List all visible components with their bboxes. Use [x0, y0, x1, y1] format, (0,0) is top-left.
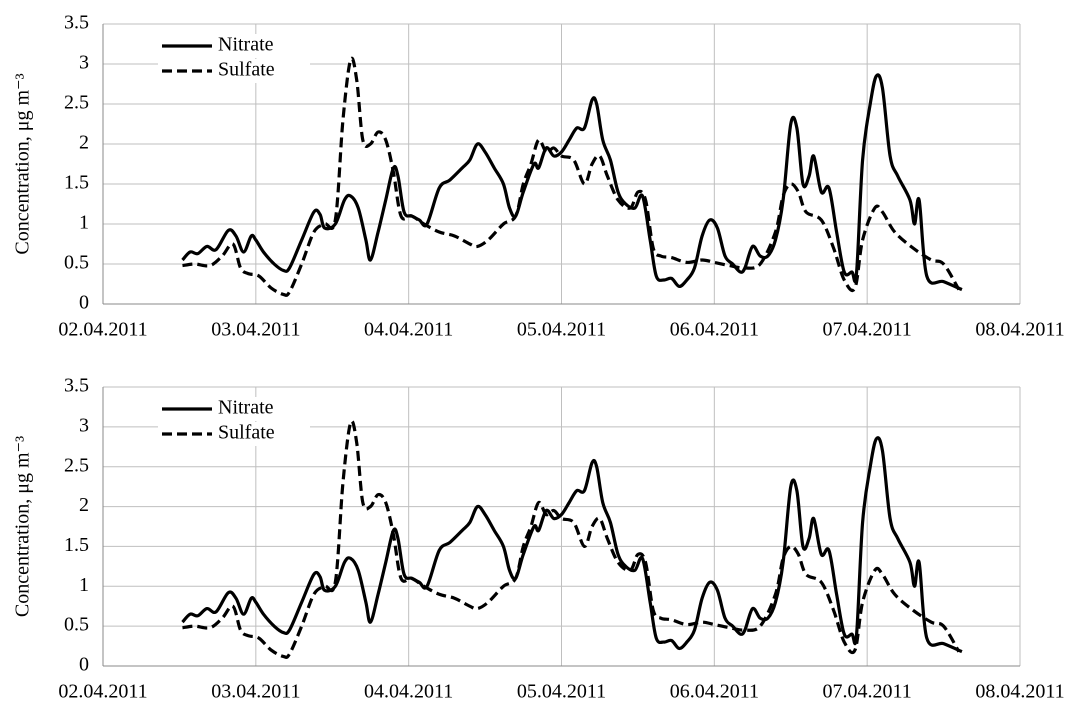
y-axis-label: Concentration, μg m⁻³ [12, 436, 34, 617]
data-line [181, 436, 963, 654]
panel: 0 0.5 1 1.5 2 2.5 3 3.5 02.04.2011 03.04.2011 04.0… [12, 12, 1065, 341]
x-tick-label: 08.04.2011 [975, 681, 1064, 703]
data-line [182, 56, 961, 297]
x-tick-label: 07.04.2011 [823, 681, 912, 703]
data-line [181, 73, 963, 292]
y-tick-label: 1.5 [64, 534, 89, 556]
x-tick-label: 03.04.2011 [211, 319, 300, 341]
y-tick-label: 2 [79, 494, 89, 516]
y-tick-label: 3 [79, 414, 89, 436]
y-tick-label: 2.5 [64, 454, 89, 476]
y-tick-label: 0 [79, 292, 89, 314]
y-tick-label: 2.5 [64, 92, 89, 114]
y-tick-label: 0.5 [64, 252, 89, 274]
x-tick-label: 04.04.2011 [364, 681, 453, 703]
y-tick-label: 1 [79, 212, 89, 234]
x-tick-label: 06.04.2011 [670, 319, 759, 341]
x-tick-label: 05.04.2011 [517, 319, 606, 341]
data-line [182, 419, 961, 659]
y-tick-label: 3 [79, 52, 89, 74]
x-tick-label: 02.04.2011 [58, 319, 147, 341]
x-tick-label: 02.04.2011 [58, 681, 147, 703]
y-tick-label: 0.5 [64, 614, 89, 636]
y-tick-label: 0 [79, 654, 89, 676]
y-tick-label: 3.5 [64, 12, 89, 34]
legend-label: Sulfate [218, 422, 275, 444]
y-tick-label: 1.5 [64, 172, 89, 194]
x-tick-label: 05.04.2011 [517, 681, 606, 703]
x-tick-label: 07.04.2011 [823, 319, 912, 341]
x-tick-label: 03.04.2011 [211, 681, 300, 703]
legend-label: Nitrate [218, 397, 274, 419]
y-tick-label: 1 [79, 574, 89, 596]
legend-label: Nitrate [218, 34, 274, 56]
x-tick-label: 06.04.2011 [670, 681, 759, 703]
panel: 0 0.5 1 1.5 2 2.5 3 3.5 02.04.2011 03.04.2011 04.0… [12, 375, 1065, 703]
x-tick-label: 04.04.2011 [364, 319, 453, 341]
y-axis-label: Concentration, μg m⁻³ [12, 73, 34, 254]
y-tick-label: 3.5 [64, 375, 89, 397]
legend-label: Sulfate [218, 59, 275, 81]
y-tick-label: 2 [79, 132, 89, 154]
x-tick-label: 08.04.2011 [975, 319, 1064, 341]
